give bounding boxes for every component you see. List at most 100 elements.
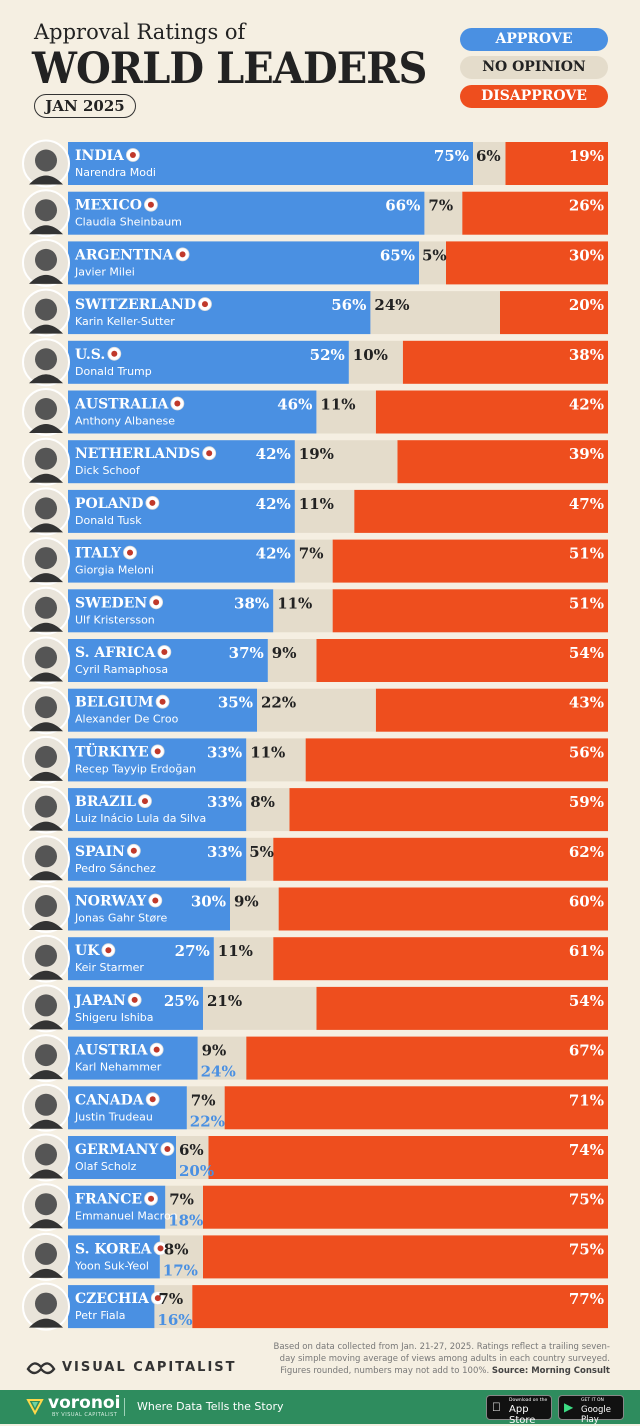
legend-no-opinion: NO OPINION (460, 56, 608, 79)
flag-mark (157, 1245, 164, 1252)
avatar-head (35, 895, 57, 917)
leader-name: Recep Tayyip Erdoğan (75, 762, 196, 775)
avatar-shoulders (29, 722, 63, 732)
label-disapprove: 67% (569, 1042, 604, 1060)
label-approve: 56% (331, 296, 366, 314)
avatar-head (35, 547, 57, 570)
bar-disapprove (375, 688, 608, 732)
country-label: BELGIUM (75, 695, 154, 711)
voronoi-logo-sub: BY VISUAL CAPITALIST (52, 1412, 118, 1418)
app-store-button[interactable]:  Download on the App Store (486, 1395, 552, 1426)
bar-approve (68, 390, 317, 434)
chart-subtitle-badge: JAN 2025 (34, 94, 136, 118)
flag-mark (149, 499, 156, 506)
label-disapprove: 39% (569, 445, 604, 463)
legend-approve: APPROVE (460, 28, 608, 51)
flag-mark (111, 350, 118, 357)
label-approve: 42% (256, 445, 291, 463)
avatar-shoulders (29, 573, 63, 583)
label-approve: 37% (229, 644, 264, 662)
flag-mark (154, 748, 161, 755)
google-play-button[interactable]: ▶ GET IT ON Google Play (558, 1395, 624, 1425)
country-label: INDIA (75, 148, 125, 164)
label-disapprove: 77% (569, 1290, 604, 1308)
voronoi-logo[interactable]: voronoi (48, 1393, 121, 1413)
flag-mark (127, 549, 134, 556)
bar-approve (68, 837, 247, 881)
country-label: BRAZIL (75, 794, 136, 810)
leader-name: Keir Starmer (75, 961, 144, 974)
label-disapprove: 62% (569, 843, 604, 861)
bar-no-opinion (159, 1235, 203, 1279)
leader-name: Giorgia Meloni (75, 564, 154, 577)
avatar-shoulders (29, 175, 63, 185)
app-store-label: App Store (509, 1404, 536, 1426)
label-no-opinion: 9% (272, 644, 297, 662)
bar-no-opinion (186, 1086, 225, 1130)
visual-capitalist-logo-icon (26, 1362, 56, 1375)
label-approve: 33% (207, 743, 242, 761)
footer-tagline: Where Data Tells the Story (137, 1400, 284, 1413)
leader-name: Karin Keller-Sutter (75, 315, 175, 328)
avatar-shoulders (29, 1119, 63, 1129)
google-play-icon: ▶ (564, 1400, 574, 1414)
label-no-opinion: 7% (299, 545, 324, 563)
avatar-head (35, 795, 57, 818)
label-disapprove: 47% (569, 495, 604, 513)
label-approve: 27% (175, 942, 210, 960)
avatar-shoulders (29, 424, 63, 433)
country-label: SWEDEN (75, 595, 147, 611)
bar-disapprove (273, 837, 608, 881)
avatar-shoulders (29, 523, 63, 533)
country-label: ITALY (75, 546, 122, 562)
label-disapprove: 59% (569, 793, 604, 811)
avatar-head (35, 149, 57, 172)
leader-name: Justin Trudeau (74, 1110, 153, 1123)
label-no-opinion: 11% (277, 594, 312, 612)
bar-disapprove (505, 142, 608, 185)
leader-name: Olaf Scholz (75, 1160, 137, 1173)
label-approve: 25% (164, 992, 199, 1010)
label-disapprove: 60% (569, 893, 604, 911)
label-disapprove: 74% (569, 1141, 604, 1159)
country-label: AUSTRALIA (74, 397, 169, 413)
avatar-head (35, 348, 57, 371)
footnote: Based on data collected from Jan. 21-27,… (270, 1341, 610, 1377)
avatar-shoulders (29, 1169, 63, 1179)
avatar-head (35, 696, 57, 719)
avatar-shoulders (29, 274, 63, 284)
bar-no-opinion (203, 986, 317, 1030)
label-no-opinion: 11% (299, 495, 334, 513)
avatar-head (35, 1143, 57, 1166)
avatar-shoulders (29, 473, 63, 483)
label-approve: 16% (157, 1311, 192, 1329)
bar-no-opinion (370, 291, 500, 335)
avatar-head (35, 199, 57, 222)
label-no-opinion: 7% (158, 1290, 183, 1308)
label-approve: 30% (191, 893, 226, 911)
bar-disapprove (278, 887, 608, 931)
label-no-opinion: 9% (202, 1042, 227, 1060)
bar-approve (68, 1086, 187, 1130)
flag-mark (152, 897, 159, 904)
country-label: POLAND (75, 496, 143, 512)
leader-name: Donald Trump (75, 365, 152, 378)
avatar-head (35, 745, 57, 768)
country-label: CZECHIA (75, 1291, 150, 1307)
label-no-opinion: 21% (207, 992, 242, 1010)
bar-disapprove (203, 1185, 608, 1229)
label-disapprove: 75% (569, 1191, 604, 1209)
country-label: JAPAN (73, 993, 126, 1009)
country-label: TÜRKIYE (75, 741, 149, 760)
bar-disapprove (332, 589, 608, 633)
bar-disapprove (192, 1285, 608, 1329)
avatar-head (35, 646, 57, 669)
label-no-opinion: 5% (422, 246, 447, 264)
leader-name: Donald Tusk (75, 514, 142, 527)
label-no-opinion: 11% (218, 942, 253, 960)
bar-disapprove (305, 738, 608, 782)
flag-mark (161, 649, 168, 655)
label-approve: 75% (434, 147, 469, 165)
flag-mark (201, 301, 208, 308)
label-approve: 65% (380, 246, 415, 264)
